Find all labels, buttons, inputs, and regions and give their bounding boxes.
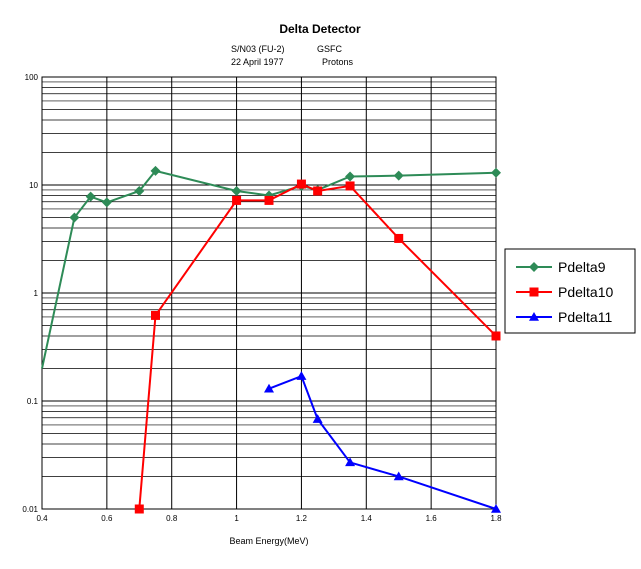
data-point [491, 167, 501, 178]
data-point [491, 331, 501, 341]
data-point [151, 310, 160, 320]
data-point [345, 171, 356, 182]
x-tick-label: 1.2 [296, 514, 308, 523]
series-pdelta10 [134, 179, 501, 514]
data-point [345, 181, 355, 191]
x-tick-label: 0.6 [101, 514, 113, 523]
data-point [296, 179, 306, 189]
chart-subtitle-left-2: 22 April 1977 [231, 57, 284, 67]
data-point [393, 170, 404, 181]
data-point [491, 504, 501, 513]
data-point [232, 195, 242, 205]
grid [41, 76, 497, 510]
data-point [101, 197, 112, 208]
data-point [312, 414, 323, 423]
legend: Pdelta9 Pdelta10 Pdelta11 [504, 248, 636, 334]
x-tick-label: 1 [234, 514, 239, 523]
legend-label: Pdelta11 [558, 309, 612, 325]
legend-item-pdelta10: Pdelta10 [516, 284, 613, 300]
data-point [394, 233, 404, 243]
data-point [296, 371, 307, 380]
x-tick-label: 1.4 [361, 514, 373, 523]
y-tick-label: 0.01 [22, 505, 38, 514]
legend-label: Pdelta9 [558, 259, 606, 275]
data-point [150, 165, 161, 176]
y-tick-label: 100 [25, 73, 39, 82]
x-tick-label: 0.8 [166, 514, 178, 523]
legend-item-pdelta11: Pdelta11 [516, 309, 612, 325]
legend-item-pdelta9: Pdelta9 [516, 259, 606, 275]
legend-label: Pdelta10 [558, 284, 613, 300]
chart-title: Delta Detector [279, 22, 361, 36]
data-point [313, 186, 323, 196]
x-tick-label: 1.6 [426, 514, 438, 523]
y-tick-label: 10 [29, 181, 38, 190]
data-point [529, 262, 539, 272]
data-point [85, 191, 96, 202]
y-tick-label: 0.1 [27, 397, 39, 406]
x-axis-label: Beam Energy(MeV) [229, 536, 308, 546]
data-point [69, 212, 80, 223]
data-point [345, 457, 356, 467]
tick-labels: 0.4 0.6 0.8 1 1.2 1.4 1.6 1.8 0.01 0.1 1 10 100 [22, 73, 502, 523]
series-layer [41, 165, 501, 514]
data-point [264, 383, 274, 393]
series-line [268, 374, 497, 510]
chart-subtitle-left-1: S/N03 (FU-2) [231, 44, 285, 54]
data-point [231, 185, 242, 196]
chart-subtitle-right-1: GSFC [317, 44, 343, 54]
x-tick-label: 0.4 [36, 514, 48, 523]
data-point [134, 185, 145, 196]
series-pdelta11 [264, 371, 501, 513]
x-tick-label: 1.8 [490, 514, 502, 523]
data-point [529, 312, 539, 321]
data-point [134, 504, 144, 514]
chart-subtitle-right-2: Protons [322, 57, 354, 67]
data-point [264, 195, 274, 205]
y-tick-label: 1 [34, 289, 39, 298]
data-point [529, 287, 539, 297]
data-point [393, 471, 404, 481]
